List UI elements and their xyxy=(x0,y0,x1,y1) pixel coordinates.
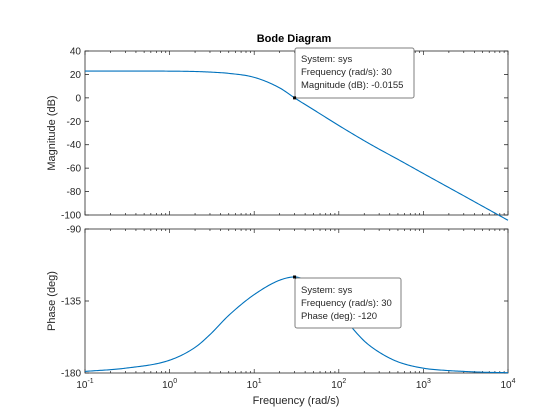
magnitude-y-tick-label: 0 xyxy=(75,93,81,104)
x-tick-label: 102 xyxy=(331,378,346,391)
magnitude-y-axis-label: Magnitude (dB) xyxy=(46,95,58,170)
x-tick-label: 104 xyxy=(500,378,515,391)
phase-datatip-box xyxy=(294,277,402,329)
magnitude-series-line xyxy=(85,70,509,221)
x-axis-label: Frequency (rad/s) xyxy=(253,395,340,407)
magnitude-y-tick-label: -40 xyxy=(67,140,82,151)
magnitude-y-tick-label: -60 xyxy=(67,164,82,175)
x-tick-label: 100 xyxy=(162,378,177,391)
chart-title: Bode Diagram xyxy=(257,33,332,45)
magnitude-datatip-line-3: Magnitude (dB): -0.0155 xyxy=(301,80,403,91)
magnitude-y-tick-label: -100 xyxy=(61,211,81,222)
x-tick-label: 103 xyxy=(416,378,431,391)
magnitude-y-tick-label: 20 xyxy=(70,70,82,81)
phase-y-tick-label: -180 xyxy=(61,369,81,380)
magnitude-datatip-box xyxy=(294,47,415,99)
magnitude-y-tick-label: -20 xyxy=(67,117,82,128)
magnitude-datatip-line-2: Frequency (rad/s): 30 xyxy=(301,67,392,78)
phase-y-tick-label: -135 xyxy=(61,297,81,308)
x-tick-label: 101 xyxy=(247,378,262,391)
magnitude-datatip-marker[interactable] xyxy=(293,96,297,100)
phase-datatip[interactable]: System: sys Frequency (rad/s): 30 Phase … xyxy=(293,275,402,329)
phase-y-tick-label: -90 xyxy=(67,225,82,236)
phase-datatip-marker[interactable] xyxy=(293,275,297,279)
x-tick-label: 10-1 xyxy=(76,378,93,391)
magnitude-y-tick-label: 40 xyxy=(70,47,82,58)
magnitude-y-tick-label: -80 xyxy=(67,187,82,198)
magnitude-panel: 40 20 0 -20 -40 -60 -80 -100 Magnitude (dB) Sys… xyxy=(46,47,509,222)
magnitude-datatip-line-1: System: sys xyxy=(301,54,352,65)
x-tick-labels: 10-1 100 101 102 103 104 xyxy=(76,378,515,391)
magnitude-datatip[interactable]: System: sys Frequency (rad/s): 30 Magnit… xyxy=(293,47,415,100)
phase-series-line xyxy=(84,276,509,374)
phase-datatip-line-1: System: sys xyxy=(301,285,352,296)
phase-panel: -90 -135 -180 Phase (deg) System: sys Freq… xyxy=(46,225,509,380)
phase-datatip-line-3: Phase (deg): -120 xyxy=(301,311,377,322)
magnitude-y-ticks: 40 20 0 -20 -40 -60 -80 -100 xyxy=(61,47,508,222)
phase-y-axis-label: Phase (deg) xyxy=(46,271,58,331)
phase-datatip-line-2: Frequency (rad/s): 30 xyxy=(301,298,392,309)
